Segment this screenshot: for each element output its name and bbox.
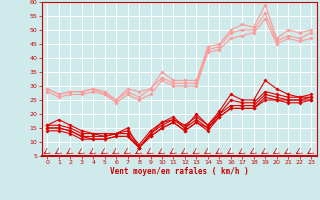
X-axis label: Vent moyen/en rafales ( km/h ): Vent moyen/en rafales ( km/h ) <box>110 167 249 176</box>
